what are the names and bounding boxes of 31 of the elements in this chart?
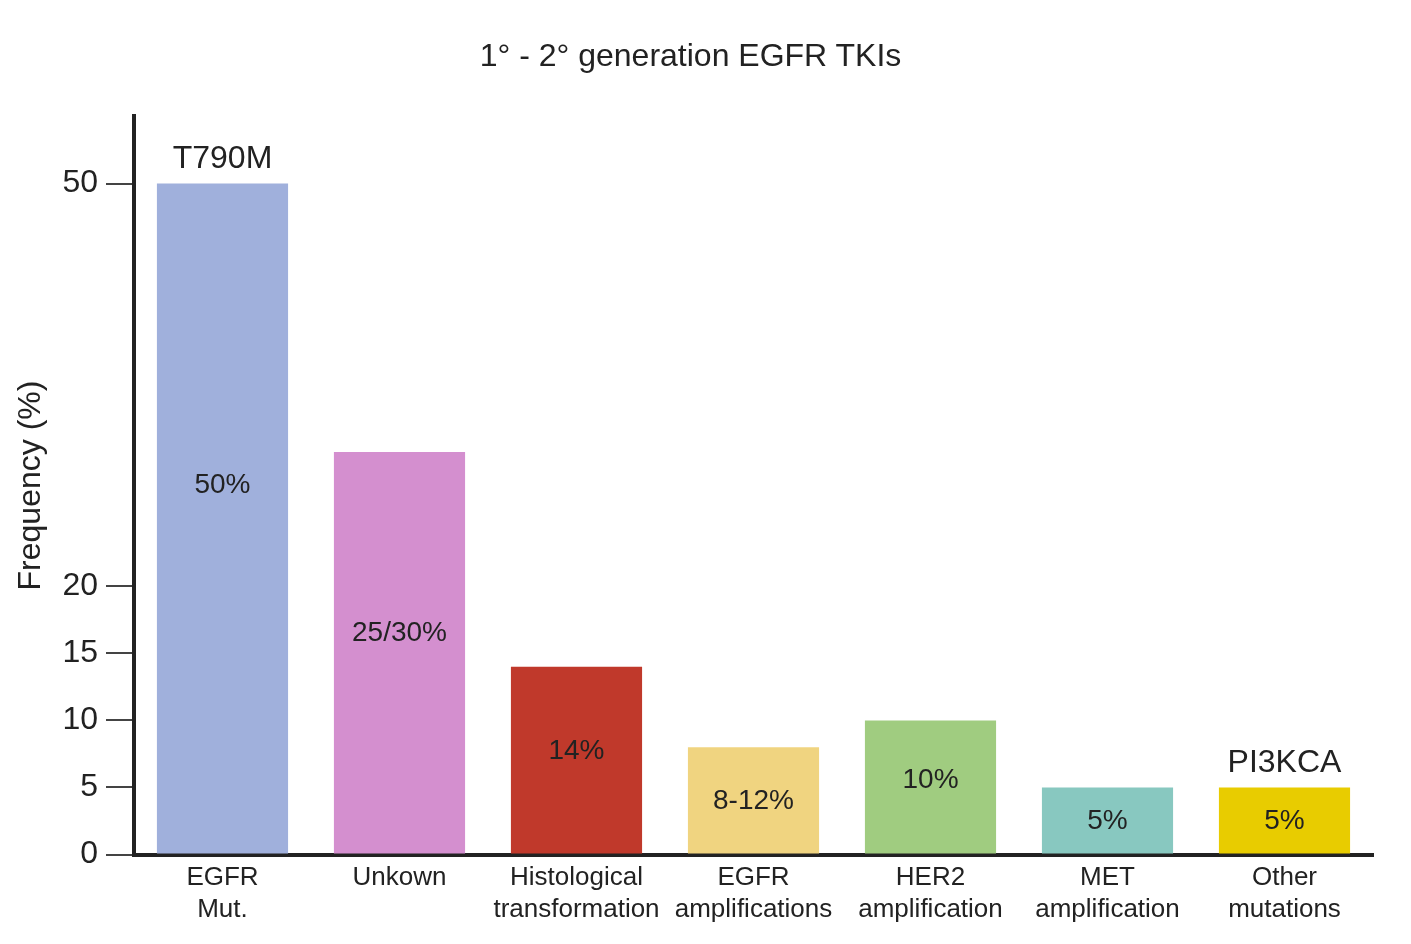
bar bbox=[510, 666, 643, 854]
bar bbox=[687, 747, 820, 854]
annotation: PI3KCA bbox=[1227, 743, 1343, 780]
x-tick-label: Histological transformation bbox=[493, 861, 660, 923]
y-tick-label: 0 bbox=[80, 834, 98, 871]
data-label: 10% bbox=[902, 763, 959, 795]
x-tick-label: MET amplification bbox=[1035, 861, 1180, 923]
x-tick-label: Unkown bbox=[352, 861, 447, 892]
data-label: 5% bbox=[1264, 803, 1305, 835]
data-label: 14% bbox=[548, 733, 605, 765]
bar bbox=[1218, 787, 1351, 854]
y-tick-label: 50 bbox=[62, 163, 98, 200]
bar bbox=[333, 451, 466, 854]
data-label: 25/30% bbox=[352, 615, 447, 647]
x-tick-label: Other mutations bbox=[1228, 861, 1341, 923]
y-tick-label: 15 bbox=[62, 633, 98, 670]
annotation: T790M bbox=[172, 139, 273, 176]
x-tick-label: HER2 amplification bbox=[858, 861, 1003, 923]
x-tick-label: EGFR Mut. bbox=[186, 861, 259, 923]
data-label: 5% bbox=[1087, 803, 1128, 835]
y-tick-label: 20 bbox=[62, 565, 98, 602]
y-tick-label: 10 bbox=[62, 700, 98, 737]
data-label: 50% bbox=[194, 468, 251, 500]
bar bbox=[156, 183, 289, 854]
x-tick-label: EGFR amplifications bbox=[674, 861, 833, 923]
bar bbox=[1041, 787, 1174, 854]
data-label: 8-12% bbox=[713, 783, 794, 815]
y-axis-title: Frequency (%) bbox=[11, 380, 48, 591]
chart-title: 1° - 2° generation EGFR TKIs bbox=[479, 37, 902, 74]
y-tick-label: 5 bbox=[80, 767, 98, 804]
bar bbox=[864, 720, 997, 854]
